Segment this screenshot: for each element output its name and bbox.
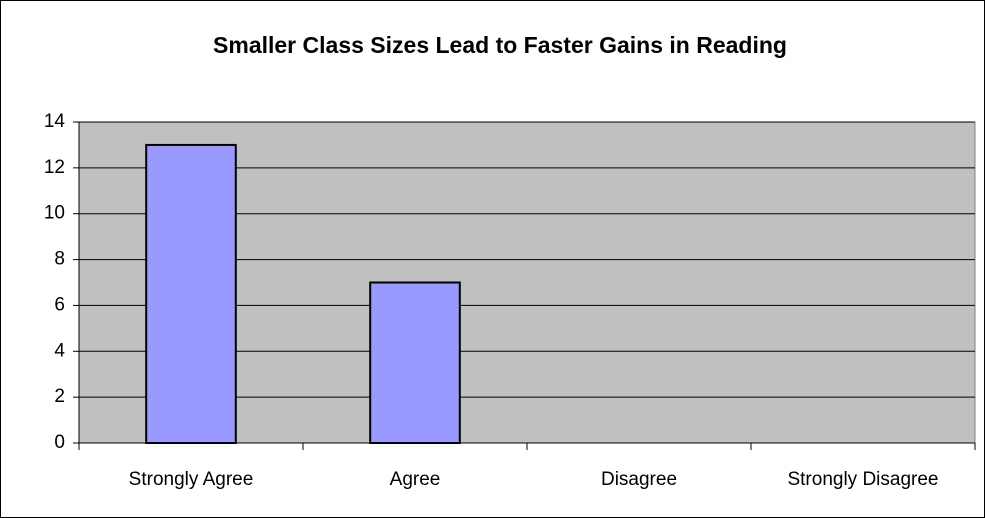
chart-title: Smaller Class Sizes Lead to Faster Gains… bbox=[213, 32, 787, 58]
x-tick-label: Agree bbox=[390, 469, 441, 490]
y-tick-label: 0 bbox=[54, 432, 65, 453]
x-tick-label: Strongly Disagree bbox=[787, 469, 938, 490]
y-tick-label: 2 bbox=[54, 386, 65, 407]
y-tick-label: 8 bbox=[54, 249, 65, 270]
y-tick-label: 4 bbox=[54, 340, 65, 361]
y-tick-label: 6 bbox=[54, 294, 65, 315]
x-tick-label: Disagree bbox=[601, 469, 677, 490]
y-tick-label: 12 bbox=[44, 157, 65, 178]
y-tick-label: 14 bbox=[44, 111, 66, 132]
y-tick-label: 10 bbox=[44, 203, 65, 224]
bar bbox=[145, 143, 237, 445]
bar bbox=[369, 281, 461, 444]
x-tick-label: Strongly Agree bbox=[129, 469, 254, 490]
